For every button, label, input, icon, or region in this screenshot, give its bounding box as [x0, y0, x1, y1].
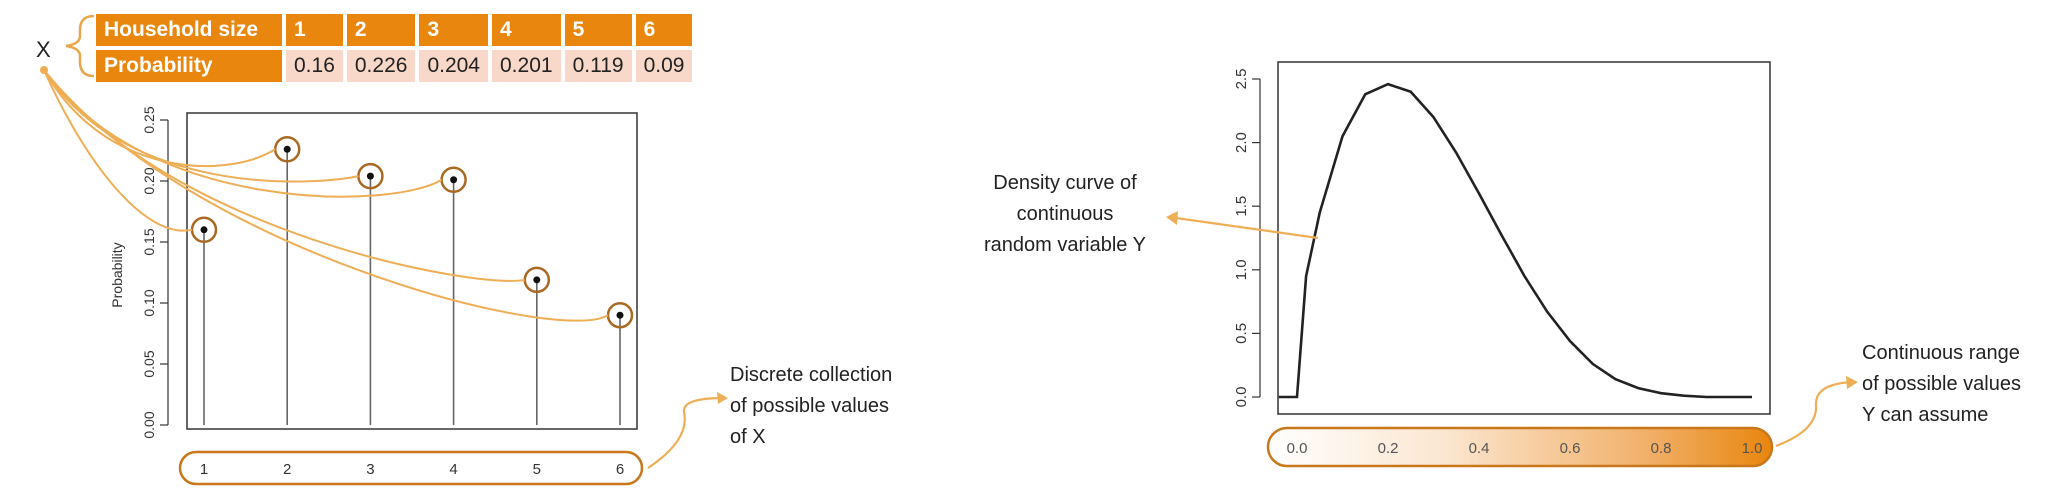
- probability-cell: 0.09: [635, 50, 693, 82]
- stem-point: [366, 172, 374, 180]
- x-tick-label: 1: [200, 461, 208, 478]
- density-plot-y-axis: 0.0 0.5 1.0 1.5 2.0 2.5: [1233, 69, 1261, 408]
- probability-cell: 0.119: [564, 50, 632, 82]
- density-curve: [1278, 82, 1752, 399]
- size-cell: 4: [492, 14, 561, 50]
- annotation-line: of possible values: [730, 395, 889, 417]
- table-value-row: Probability 0.16 0.226 0.204 0.201 0.119…: [96, 50, 693, 82]
- size-cell: 2: [346, 14, 416, 50]
- probability-cell: 0.226: [346, 50, 416, 82]
- x-tick-label: 0.0: [1287, 440, 1308, 457]
- continuous-arrow-head: [1846, 376, 1858, 389]
- y-tick-label: 0.00: [141, 411, 157, 438]
- stem-plot-y-axis: 0.00 0.05 0.10 0.15 0.20 0.25: [141, 106, 169, 439]
- stem-point: [533, 276, 541, 284]
- annotation-line: Density curve of: [993, 172, 1137, 194]
- probability-label: Probability: [96, 50, 282, 82]
- x-tick-label: 0.8: [1651, 440, 1672, 457]
- x-tick-label: 4: [449, 461, 457, 478]
- y-tick-label: 0.05: [141, 350, 157, 377]
- probability-cell: 0.201: [492, 50, 561, 82]
- annotation-line: random variable Y: [984, 234, 1146, 256]
- stem-plot-ylabel: Probability: [109, 242, 125, 307]
- stem-point: [616, 311, 624, 319]
- continuous-range-pill: [1266, 426, 1774, 468]
- x-tick-label: 0.6: [1560, 440, 1581, 457]
- y-tick-label: 2.0: [1233, 132, 1250, 153]
- variable-x-label: X: [36, 37, 51, 62]
- y-tick-label: 0.5: [1233, 323, 1250, 344]
- annotation-line: Discrete collection: [730, 364, 893, 386]
- x-tick-label: 6: [616, 461, 624, 478]
- size-cell: 5: [564, 14, 632, 50]
- x-tick-label: 3: [366, 461, 374, 478]
- annotation-line: continuous: [1016, 203, 1114, 225]
- discrete-arrow-head: [717, 392, 728, 404]
- annotation-line: of X: [730, 426, 766, 448]
- y-tick-label: 2.5: [1233, 69, 1250, 90]
- stem-point: [200, 226, 208, 234]
- continuous-arrow: [1775, 380, 1853, 448]
- y-tick-label: 0.10: [141, 289, 157, 316]
- density-annotation: Density curve of continuous random varia…: [950, 168, 1180, 261]
- connector-curve: [43, 69, 193, 232]
- x-tick-label: 5: [533, 461, 541, 478]
- stem-plot-stems: [190, 136, 634, 425]
- household-size-label: Household size: [96, 14, 282, 50]
- y-tick-label: 0.0: [1233, 387, 1250, 408]
- table-brace: [65, 14, 95, 78]
- annotation-line: Y can assume: [1862, 404, 1989, 426]
- size-cell: 6: [635, 14, 693, 50]
- density-arrow-head: [1166, 211, 1178, 225]
- annotation-line: of possible values: [1862, 373, 2021, 395]
- stem-plot-frame: [186, 112, 638, 430]
- x-tick-label: 0.2: [1378, 440, 1399, 457]
- x-connectors: [40, 66, 609, 322]
- y-tick-label: 0.20: [141, 167, 157, 194]
- connector-origin: [40, 66, 48, 74]
- discrete-annotation: Discrete collection of possible values o…: [730, 360, 892, 453]
- y-tick-label: 1.5: [1233, 196, 1250, 217]
- stem-point: [283, 145, 291, 153]
- x-tick-label: 0.4: [1469, 440, 1490, 457]
- x-tick-label: 2: [283, 461, 291, 478]
- connector-curve: [43, 69, 276, 168]
- density-plot-frame: [1277, 61, 1771, 415]
- table-header-row: Household size 1 2 3 4 5 6: [96, 14, 693, 50]
- stem-plot-x-axis: 1 2 3 4 5 6: [200, 461, 624, 478]
- x-tick-label: 1.0: [1742, 440, 1763, 457]
- discrete-x-axis-pill: [178, 450, 644, 486]
- connector-curve: [43, 69, 359, 183]
- annotation-line: Continuous range: [1862, 342, 2020, 364]
- discrete-arrow: [647, 396, 725, 469]
- connector-curve: [43, 69, 609, 322]
- density-plot-x-axis: 0.0 0.2 0.4 0.6 0.8 1.0: [1287, 440, 1763, 457]
- probability-cell: 0.16: [286, 50, 343, 82]
- stem-point: [450, 176, 458, 184]
- size-cell: 1: [286, 14, 343, 50]
- density-arrow: [1175, 216, 1319, 240]
- y-tick-label: 1.0: [1233, 259, 1250, 280]
- probability-table: Household size 1 2 3 4 5 6 Probability 0…: [92, 14, 696, 82]
- size-cell: 3: [419, 14, 488, 50]
- continuous-annotation: Continuous range of possible values Y ca…: [1862, 338, 2021, 431]
- y-tick-label: 0.25: [141, 106, 157, 133]
- probability-cell: 0.204: [419, 50, 488, 82]
- y-tick-label: 0.15: [141, 228, 157, 255]
